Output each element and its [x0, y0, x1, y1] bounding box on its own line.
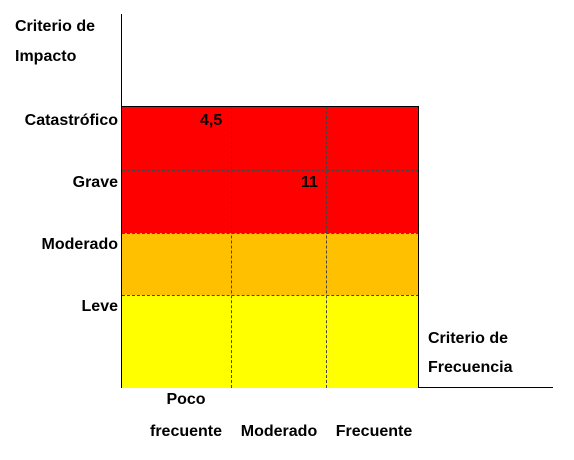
cell-value-catastrofico-poco-frecuente: 4,5 — [200, 112, 223, 129]
matrix-frame — [122, 106, 419, 388]
grid-hline-2 — [122, 233, 419, 234]
y-axis-line — [121, 14, 122, 388]
y-axis-title-line2: Impacto — [15, 48, 77, 65]
x-axis-title-line1: Criterio de — [428, 330, 509, 347]
row-moderado-fill — [122, 233, 419, 295]
impact-label-grave: Grave — [72, 174, 118, 191]
row-catastrofico-fill — [122, 106, 419, 170]
impact-label-moderado: Moderado — [41, 236, 118, 253]
frequency-label-moderado: Moderado — [240, 423, 318, 440]
grid-vline-2 — [326, 106, 327, 388]
x-axis-title-line2: Frecuencia — [428, 359, 513, 376]
row-leve-fill — [122, 295, 419, 388]
impact-label-catastrofico: Catastrófico — [24, 112, 118, 129]
impact-label-leve: Leve — [81, 298, 118, 315]
frequency-label-poco-frecuente-line1: Poco — [166, 391, 206, 408]
grid-hline-1 — [122, 170, 419, 171]
row-grave-fill — [122, 170, 419, 233]
grid-hline-3 — [122, 295, 419, 296]
cell-value-grave-moderado: 11 — [301, 174, 318, 191]
y-axis-title-line1: Criterio de — [15, 18, 96, 35]
frequency-label-frecuente: Frecuente — [335, 423, 413, 440]
frequency-label-poco-frecuente-line2: frecuente — [149, 423, 223, 440]
grid-vline-1 — [231, 106, 232, 388]
